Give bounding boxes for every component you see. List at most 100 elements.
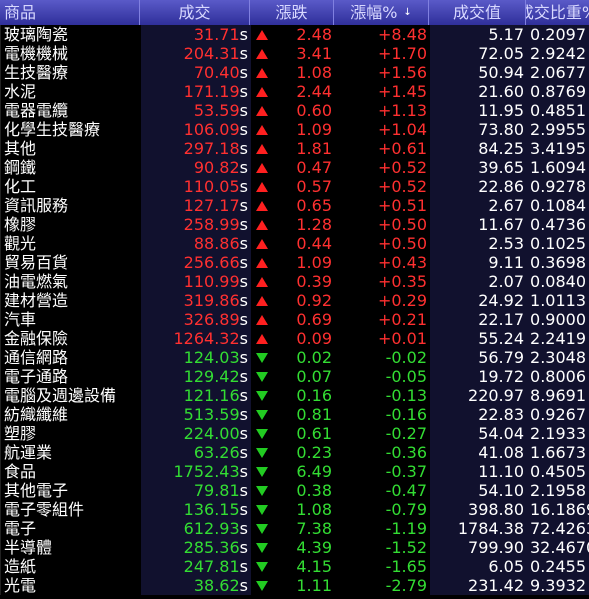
row-price-suffix: s (239, 253, 248, 272)
row-change-value: 0.69 (296, 310, 332, 329)
row-price: 110.99s (141, 272, 251, 291)
row-name: 造紙 (1, 557, 141, 576)
row-price-value: 513.59 (183, 405, 240, 424)
row-volume: 22.86 (430, 177, 527, 196)
row-pct: -0.27 (335, 424, 430, 443)
table-row[interactable]: 航運業 63.26s 0.23 -0.36 41.08 1.6673 (1, 443, 589, 462)
table-row[interactable]: 橡膠 258.99s 1.28 +0.50 11.67 0.4736 (1, 215, 589, 234)
row-price-value: 247.81 (183, 557, 240, 576)
row-price: 136.15s (141, 500, 251, 519)
row-price-suffix: s (239, 538, 248, 557)
row-price: 124.03s (141, 348, 251, 367)
table-row[interactable]: 化學生技醫療 106.09s 1.09 +1.04 73.80 2.9955 (1, 120, 589, 139)
table-row[interactable]: 通信網路 124.03s 0.02 -0.02 56.79 2.3048 (1, 348, 589, 367)
col-header-change-label: 漲跌 (275, 3, 308, 22)
row-pct: +0.35 (335, 272, 430, 291)
table-row[interactable]: 資訊服務 127.17s 0.65 +0.51 2.67 0.1084 (1, 196, 589, 215)
row-change: 1.09 (251, 253, 335, 272)
up-arrow-icon (256, 219, 268, 230)
row-name: 通信網路 (1, 348, 141, 367)
row-price: 129.42s (141, 367, 251, 386)
down-arrow-icon (256, 561, 268, 572)
down-arrow-icon (256, 542, 268, 553)
row-ratio: 8.9691 (527, 386, 589, 405)
row-pct: +0.50 (335, 234, 430, 253)
row-price: 258.99s (141, 215, 251, 234)
row-price-suffix: s (239, 519, 248, 538)
row-price-suffix: s (239, 234, 248, 253)
row-volume: 22.83 (430, 405, 527, 424)
table-row[interactable]: 光電 38.62s 1.11 -2.79 231.42 9.3932 (1, 576, 589, 595)
table-row[interactable]: 化工 110.05s 0.57 +0.52 22.86 0.9278 (1, 177, 589, 196)
table-row[interactable]: 建材營造 319.86s 0.92 +0.29 24.92 1.0113 (1, 291, 589, 310)
row-price: 256.66s (141, 253, 251, 272)
table-row[interactable]: 油電燃氣 110.99s 0.39 +0.35 2.07 0.0840 (1, 272, 589, 291)
row-price-value: 224.00 (183, 424, 240, 443)
row-pct: +1.56 (335, 63, 430, 82)
row-change: 0.07 (251, 367, 335, 386)
col-header-ratio[interactable]: 成交比重% (526, 0, 589, 25)
table-row[interactable]: 食品 1752.43s 6.49 -0.37 11.10 0.4505 (1, 462, 589, 481)
table-row[interactable]: 金融保險 1264.32s 0.09 +0.01 55.24 2.2419 (1, 329, 589, 348)
row-price-suffix: s (239, 101, 248, 120)
col-header-volume[interactable]: 成交值 (429, 0, 526, 25)
table-row[interactable]: 電腦及週邊設備 121.16s 0.16 -0.13 220.97 8.9691 (1, 386, 589, 405)
row-pct: -0.02 (335, 348, 430, 367)
row-price-suffix: s (239, 44, 248, 63)
down-arrow-icon (256, 580, 268, 591)
row-change-value: 4.39 (296, 538, 332, 557)
row-change-value: 0.39 (296, 272, 332, 291)
row-price-value: 110.05 (183, 177, 240, 196)
row-price-value: 297.18 (183, 139, 240, 158)
table-row[interactable]: 塑膠 224.00s 0.61 -0.27 54.04 2.1933 (1, 424, 589, 443)
row-price: 326.89s (141, 310, 251, 329)
row-change: 0.39 (251, 272, 335, 291)
row-ratio: 0.4505 (527, 462, 589, 481)
table-row[interactable]: 其他電子 79.81s 0.38 -0.47 54.10 2.1958 (1, 481, 589, 500)
table-row[interactable]: 電器電纜 53.59s 0.60 +1.13 11.95 0.4851 (1, 101, 589, 120)
down-arrow-icon (256, 485, 268, 496)
table-row[interactable]: 電子通路 129.42s 0.07 -0.05 19.72 0.8006 (1, 367, 589, 386)
table-row[interactable]: 鋼鐵 90.82s 0.47 +0.52 39.65 1.6094 (1, 158, 589, 177)
row-ratio: 9.3932 (527, 576, 589, 595)
row-change: 0.81 (251, 405, 335, 424)
row-change: 0.92 (251, 291, 335, 310)
row-ratio: 1.0113 (527, 291, 589, 310)
row-price-suffix: s (239, 291, 248, 310)
table-row[interactable]: 其他 297.18s 1.81 +0.61 84.25 3.4195 (1, 139, 589, 158)
col-header-price[interactable]: 成交 (140, 0, 250, 25)
table-row[interactable]: 玻璃陶瓷 31.71s 2.48 +8.48 5.17 0.2097 (1, 25, 589, 44)
table-row[interactable]: 紡織纖維 513.59s 0.81 -0.16 22.83 0.9267 (1, 405, 589, 424)
row-name: 電機機械 (1, 44, 141, 63)
row-name: 金融保險 (1, 329, 141, 348)
table-row[interactable]: 生技醫療 70.40s 1.08 +1.56 50.94 2.0677 (1, 63, 589, 82)
table-row[interactable]: 電機機械 204.31s 3.41 +1.70 72.05 2.9242 (1, 44, 589, 63)
col-header-volume-label: 成交值 (452, 3, 501, 22)
table-row[interactable]: 貿易百貨 256.66s 1.09 +0.43 9.11 0.3698 (1, 253, 589, 272)
col-header-price-label: 成交 (178, 3, 211, 22)
row-ratio: 0.1084 (527, 196, 589, 215)
row-change: 0.38 (251, 481, 335, 500)
col-header-pct[interactable]: 漲幅% ↓ (334, 0, 429, 25)
table-row[interactable]: 汽車 326.89s 0.69 +0.21 22.17 0.9000 (1, 310, 589, 329)
row-volume: 55.24 (430, 329, 527, 348)
table-row[interactable]: 水泥 171.19s 2.44 +1.45 21.60 0.8769 (1, 82, 589, 101)
row-change-value: 0.38 (296, 481, 332, 500)
col-header-change[interactable]: 漲跌 (250, 0, 334, 25)
row-change-value: 0.92 (296, 291, 332, 310)
row-pct: -1.52 (335, 538, 430, 557)
row-ratio: 2.1933 (527, 424, 589, 443)
table-row[interactable]: 觀光 88.86s 0.44 +0.50 2.53 0.1025 (1, 234, 589, 253)
row-price-value: 53.59 (193, 101, 240, 120)
table-row[interactable]: 造紙 247.81s 4.15 -1.65 6.05 0.2455 (1, 557, 589, 576)
row-name: 電腦及週邊設備 (1, 386, 141, 405)
down-arrow-icon (256, 447, 268, 458)
col-header-name[interactable]: 商品 (0, 0, 140, 25)
col-header-ratio-label: 成交比重% (526, 3, 589, 22)
row-ratio: 0.3698 (527, 253, 589, 272)
row-price-value: 171.19 (183, 82, 240, 101)
row-name: 水泥 (1, 82, 141, 101)
